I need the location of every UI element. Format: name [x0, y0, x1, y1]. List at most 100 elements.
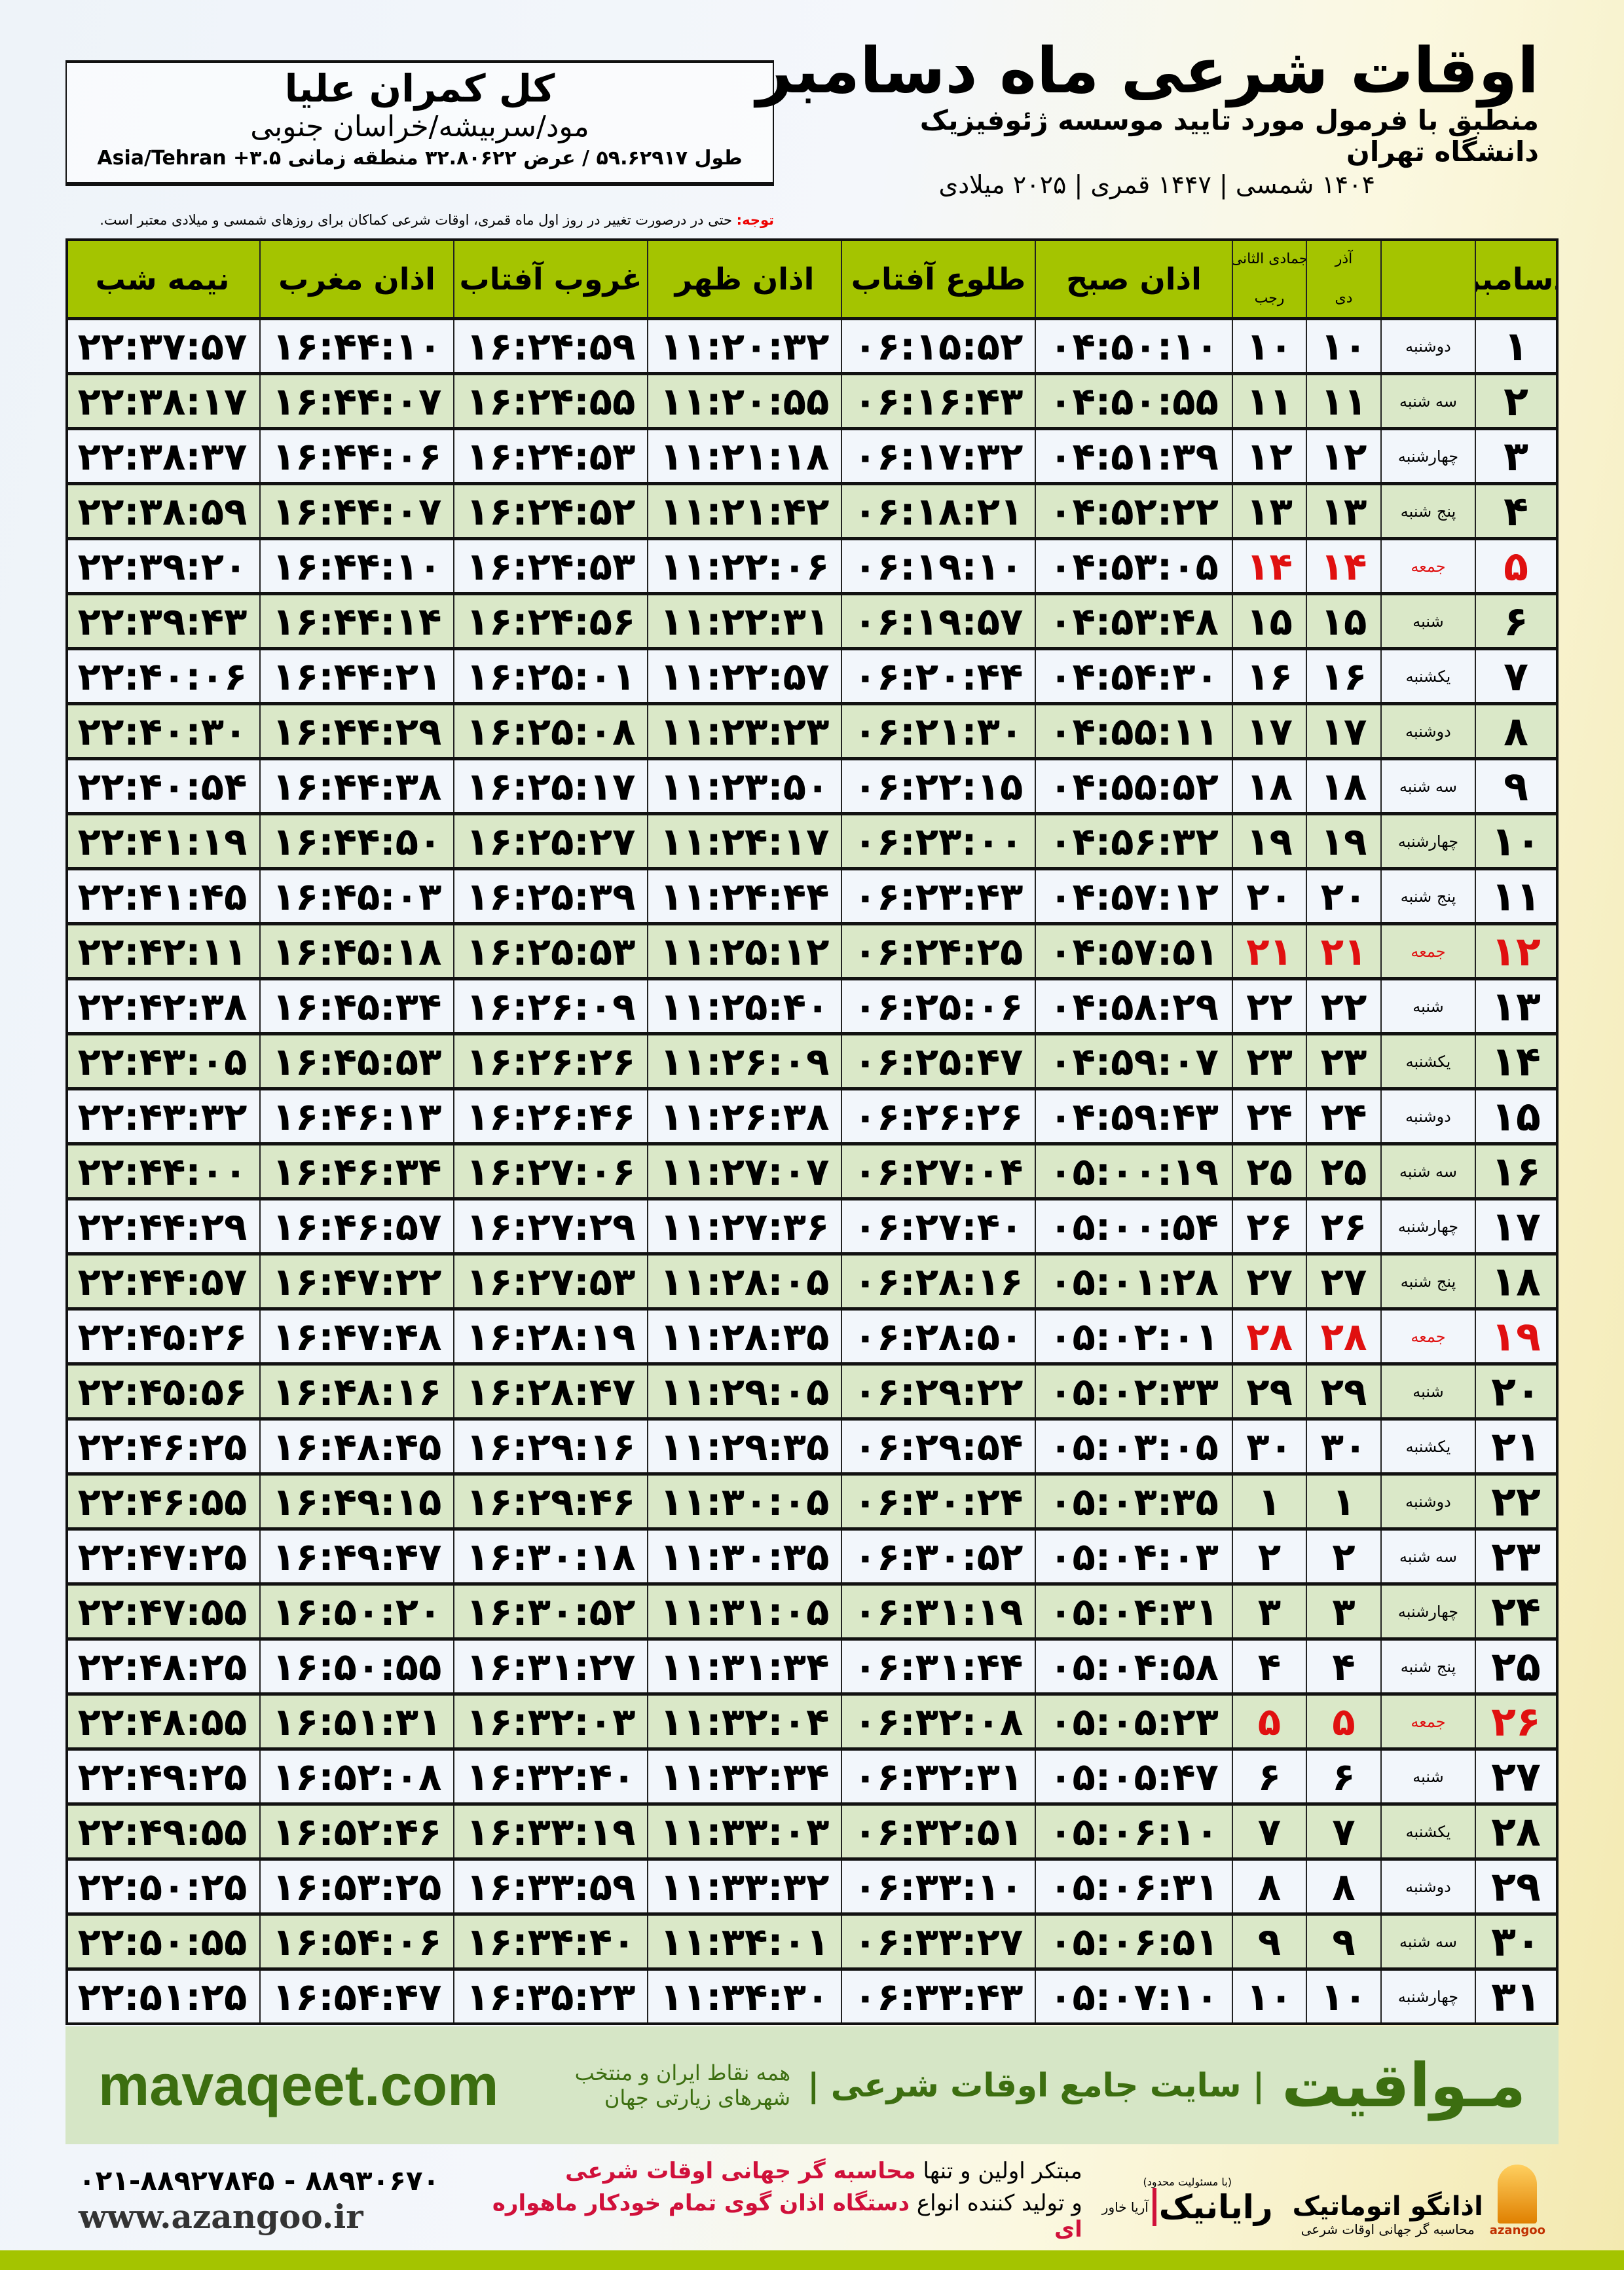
cell-rajab: ۱۶ [1232, 650, 1306, 702]
cell-fajr: ۰۵:۰۶:۵۱ [1035, 1916, 1232, 1967]
header-maghrib: اذان مغرب [259, 241, 453, 317]
cell-sunrise: ۰۶:۳۲:۰۸ [841, 1696, 1035, 1747]
cell-sunrise: ۰۶:۲۹:۲۲ [841, 1366, 1035, 1417]
cell-maghrib: ۱۶:۴۷:۴۸ [259, 1311, 453, 1362]
cell-fajr: ۰۵:۰۲:۰۱ [1035, 1311, 1232, 1362]
cell-sunrise: ۰۶:۲۷:۴۰ [841, 1200, 1035, 1252]
header-sunset: غروب آفتاب [453, 241, 647, 317]
site-link[interactable]: mavaqeet.com [98, 2053, 499, 2117]
cell-day: ۱۰ [1475, 815, 1556, 867]
table-row: ۲۴ چهارشنبه ۳ ۳ ۰۵:۰۴:۳۱ ۰۶:۳۱:۱۹ ۱۱:۳۱:۰۵ ۱۶:۳… [68, 1582, 1556, 1637]
cell-day: ۱۶ [1475, 1145, 1556, 1197]
cell-maghrib: ۱۶:۴۴:۱۰ [259, 320, 453, 372]
cell-sunset: ۱۶:۳۵:۲۳ [453, 1971, 647, 2022]
cell-fajr: ۰۴:۵۹:۰۷ [1035, 1035, 1232, 1087]
cell-sunrise: ۰۶:۱۷:۳۲ [841, 430, 1035, 482]
cell-midnight: ۲۲:۴۲:۱۱ [77, 929, 248, 974]
cell-day: ۲۶ [1475, 1696, 1556, 1747]
cell-midnight: ۲۲:۵۰:۲۵ [77, 1864, 248, 1909]
cell-rajab: ۱۵ [1232, 595, 1306, 647]
cell-weekday: یکشنبه [1380, 650, 1475, 702]
cell-maghrib: ۱۶:۴۴:۵۰ [259, 815, 453, 867]
header-rajab-top: جمادی الثانی [1232, 250, 1306, 267]
cell-maghrib: ۱۶:۵۴:۴۷ [259, 1971, 453, 2022]
cell-sunset: ۱۶:۲۵:۰۱ [453, 650, 647, 702]
cell-dhuhr: ۱۱:۲۸:۳۵ [647, 1311, 841, 1362]
cell-sunset: ۱۶:۲۴:۵۳ [453, 540, 647, 592]
cell-dey: ۶ [1306, 1751, 1380, 1802]
table-row: ۱ دوشنبه ۱۰ ۱۰ ۰۴:۵۰:۱۰ ۰۶:۱۵:۵۲ ۱۱:۲۰:۳۲ ۱۶:۲۴… [68, 317, 1556, 372]
banner-tagline-2: همه نقاط ایران و منتخب شهرهای زیارتی جها… [574, 2060, 791, 2110]
cell-midnight: ۲۲:۴۵:۵۶ [77, 1369, 248, 1414]
contact-block: ۰۲۱-۸۸۹۲۷۸۴۵ - ۸۸۹۳۰۶۷۰ www.azangoo.ir [79, 2165, 439, 2237]
cell-weekday: دوشنبه [1380, 320, 1475, 372]
cell-rajab: ۱۲ [1232, 430, 1306, 482]
cell-sunrise: ۰۶:۳۰:۲۴ [841, 1476, 1035, 1527]
cell-weekday: جمعه [1380, 925, 1475, 977]
cell-day: ۷ [1475, 650, 1556, 702]
cell-weekday: شنبه [1380, 1751, 1475, 1802]
cell-maghrib: ۱۶:۴۴:۲۹ [259, 705, 453, 757]
cell-dey: ۸ [1306, 1861, 1380, 1912]
page-title: اوقات شرعی ماه دسامبر [756, 34, 1539, 107]
cell-fajr: ۰۵:۰۳:۳۵ [1035, 1476, 1232, 1527]
cell-maghrib: ۱۶:۵۴:۰۶ [259, 1916, 453, 1967]
cell-sunset: ۱۶:۲۶:۰۹ [453, 980, 647, 1032]
cell-day: ۲۲ [1475, 1476, 1556, 1527]
logo1-sub: محاسبه گر جهانی اوقات شرعی [1301, 2221, 1475, 2237]
cell-fajr: ۰۵:۰۵:۴۷ [1035, 1751, 1232, 1802]
cell-weekday: یکشنبه [1380, 1806, 1475, 1857]
cell-fajr: ۰۴:۵۹:۴۳ [1035, 1090, 1232, 1142]
cell-weekday: پنج شنبه [1380, 1256, 1475, 1307]
cell-midnight: ۲۲:۵۰:۵۵ [77, 1919, 248, 1964]
cell-weekday: سه شنبه [1380, 1531, 1475, 1582]
cell-midnight: ۲۲:۳۸:۳۷ [77, 434, 248, 479]
cell-fajr: ۰۴:۵۵:۵۲ [1035, 760, 1232, 812]
cell-weekday: جمعه [1380, 540, 1475, 592]
cell-midnight: ۲۲:۳۸:۱۷ [77, 379, 248, 424]
cell-dhuhr: ۱۱:۲۲:۳۱ [647, 595, 841, 647]
cell-dhuhr: ۱۱:۲۴:۴۴ [647, 870, 841, 922]
cell-day: ۱ [1475, 320, 1556, 372]
cell-weekday: پنج شنبه [1380, 1641, 1475, 1692]
cell-sunset: ۱۶:۳۲:۴۰ [453, 1751, 647, 1802]
cell-weekday: چهارشنبه [1380, 815, 1475, 867]
cell-dey: ۲۸ [1306, 1311, 1380, 1362]
cell-fajr: ۰۵:۰۴:۳۱ [1035, 1586, 1232, 1637]
cell-fajr: ۰۵:۰۴:۵۸ [1035, 1641, 1232, 1692]
cell-weekday: سه شنبه [1380, 1916, 1475, 1967]
cell-midnight: ۲۲:۴۰:۵۴ [77, 764, 248, 809]
footer-text: مبتکر اولین و تنها محاسبه گر جهانی اوقات… [459, 2158, 1082, 2243]
cell-weekday: دوشنبه [1380, 1090, 1475, 1142]
cell-dey: ۱۵ [1306, 595, 1380, 647]
cell-rajab: ۲۰ [1232, 870, 1306, 922]
cell-maghrib: ۱۶:۴۴:۰۷ [259, 485, 453, 537]
table-row: ۸ دوشنبه ۱۷ ۱۷ ۰۴:۵۵:۱۱ ۰۶:۲۱:۳۰ ۱۱:۲۳:۲۳ ۱۶:۲۵… [68, 702, 1556, 757]
cell-fajr: ۰۵:۰۲:۳۳ [1035, 1366, 1232, 1417]
cell-rajab: ۱۰ [1232, 320, 1306, 372]
cell-rajab: ۵ [1232, 1696, 1306, 1747]
cell-day: ۱۷ [1475, 1200, 1556, 1252]
cell-maghrib: ۱۶:۵۳:۲۵ [259, 1861, 453, 1912]
mavaqeet-banner: مـواقیت | سایت جامع اوقات شرعی | همه نقا… [65, 2026, 1559, 2144]
cell-maghrib: ۱۶:۴۶:۳۴ [259, 1145, 453, 1197]
cell-dhuhr: ۱۱:۲۷:۳۶ [647, 1200, 841, 1252]
table-row: ۲۷ شنبه ۶ ۶ ۰۵:۰۵:۴۷ ۰۶:۳۲:۳۱ ۱۱:۳۲:۳۴ ۱۶:۳۲:۴۰… [68, 1747, 1556, 1802]
cell-fajr: ۰۴:۵۶:۳۲ [1035, 815, 1232, 867]
table-row: ۱۸ پنج شنبه ۲۷ ۲۷ ۰۵:۰۱:۲۸ ۰۶:۲۸:۱۶ ۱۱:۲۸:۰۵ ۱۶… [68, 1252, 1556, 1307]
table-row: ۱۵ دوشنبه ۲۴ ۲۴ ۰۴:۵۹:۴۳ ۰۶:۲۶:۲۶ ۱۱:۲۶:۳۸ ۱۶:۲… [68, 1087, 1556, 1142]
azangoo-link[interactable]: www.azangoo.ir [79, 2197, 363, 2237]
cell-maghrib: ۱۶:۴۵:۱۸ [259, 925, 453, 977]
table-row: ۱۱ پنج شنبه ۲۰ ۲۰ ۰۴:۵۷:۱۲ ۰۶:۲۳:۴۳ ۱۱:۲۴:۴۴ ۱۶… [68, 867, 1556, 922]
cell-weekday: جمعه [1380, 1696, 1475, 1747]
cell-day: ۶ [1475, 595, 1556, 647]
cell-sunset: ۱۶:۲۴:۵۳ [453, 430, 647, 482]
cell-dhuhr: ۱۱:۲۲:۰۶ [647, 540, 841, 592]
footer-line1-b: محاسبه گر جهانی اوقات شرعی [565, 2157, 916, 2184]
cell-sunrise: ۰۶:۳۰:۵۲ [841, 1531, 1035, 1582]
cell-day: ۲۳ [1475, 1531, 1556, 1582]
table-row: ۳۱ چهارشنبه ۱۰ ۱۰ ۰۵:۰۷:۱۰ ۰۶:۳۳:۴۳ ۱۱:۳۴:۳۰ ۱۶… [68, 1967, 1556, 2022]
header-weekday [1380, 241, 1475, 317]
table-row: ۳ چهارشنبه ۱۲ ۱۲ ۰۴:۵۱:۳۹ ۰۶:۱۷:۳۲ ۱۱:۲۱:۱۸ ۱۶:… [68, 427, 1556, 482]
cell-sunrise: ۰۶:۲۱:۳۰ [841, 705, 1035, 757]
